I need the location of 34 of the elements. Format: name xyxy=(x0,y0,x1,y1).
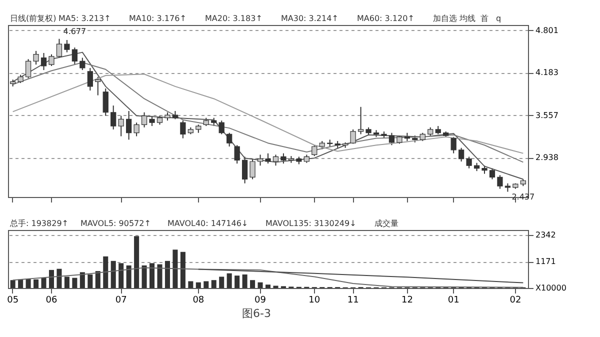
x-tick-label: 09 xyxy=(254,296,266,306)
text: MA20: 3.183↑ xyxy=(205,14,262,23)
text: MA60: 3.120↑ xyxy=(357,14,414,23)
text: 总手: 193829↑ xyxy=(9,219,68,228)
text: MAVOL5: 90572↑ xyxy=(80,219,151,228)
x-tick-label: 08 xyxy=(192,296,204,306)
y-tick-label: 4.183 xyxy=(536,68,558,78)
x-tick-label: 06 xyxy=(46,296,58,306)
text: MA30: 3.214↑ xyxy=(281,14,338,23)
x-tick-label: 01 xyxy=(448,296,460,306)
y-tick-label: X10000 xyxy=(536,284,566,292)
x-tick-label: 10 xyxy=(308,296,320,306)
text: MA10: 3.176↑ xyxy=(129,14,186,23)
text: q xyxy=(496,14,502,23)
text: 首 xyxy=(480,14,488,23)
annotation: 4.677 xyxy=(63,26,86,36)
text: 加自选 xyxy=(433,14,457,23)
text: MAVOL40: 147146↓ xyxy=(168,219,248,228)
text: 日线(前复权) xyxy=(10,14,56,23)
text: MAVOL135: 3130249↓ xyxy=(266,219,356,228)
y-tick-label: 3.557 xyxy=(536,110,558,120)
x-tick-label: 05 xyxy=(7,296,19,306)
y-tick-label: 2.938 xyxy=(536,153,558,162)
text: MA5: 3.213↑ xyxy=(58,14,111,23)
x-tick-label: 11 xyxy=(347,296,359,306)
text: 均线 xyxy=(458,14,476,23)
text: 成交量 xyxy=(374,219,398,228)
caption: 图6-3 xyxy=(242,307,271,320)
x-tick-label: 07 xyxy=(115,296,127,306)
y-tick-label: 2342 xyxy=(536,230,556,240)
x-tick-label: 02 xyxy=(510,296,522,306)
y-tick-label: 1171 xyxy=(536,257,556,266)
x-tick-label: 12 xyxy=(401,296,413,306)
y-tick-label: 4.801 xyxy=(536,26,558,35)
